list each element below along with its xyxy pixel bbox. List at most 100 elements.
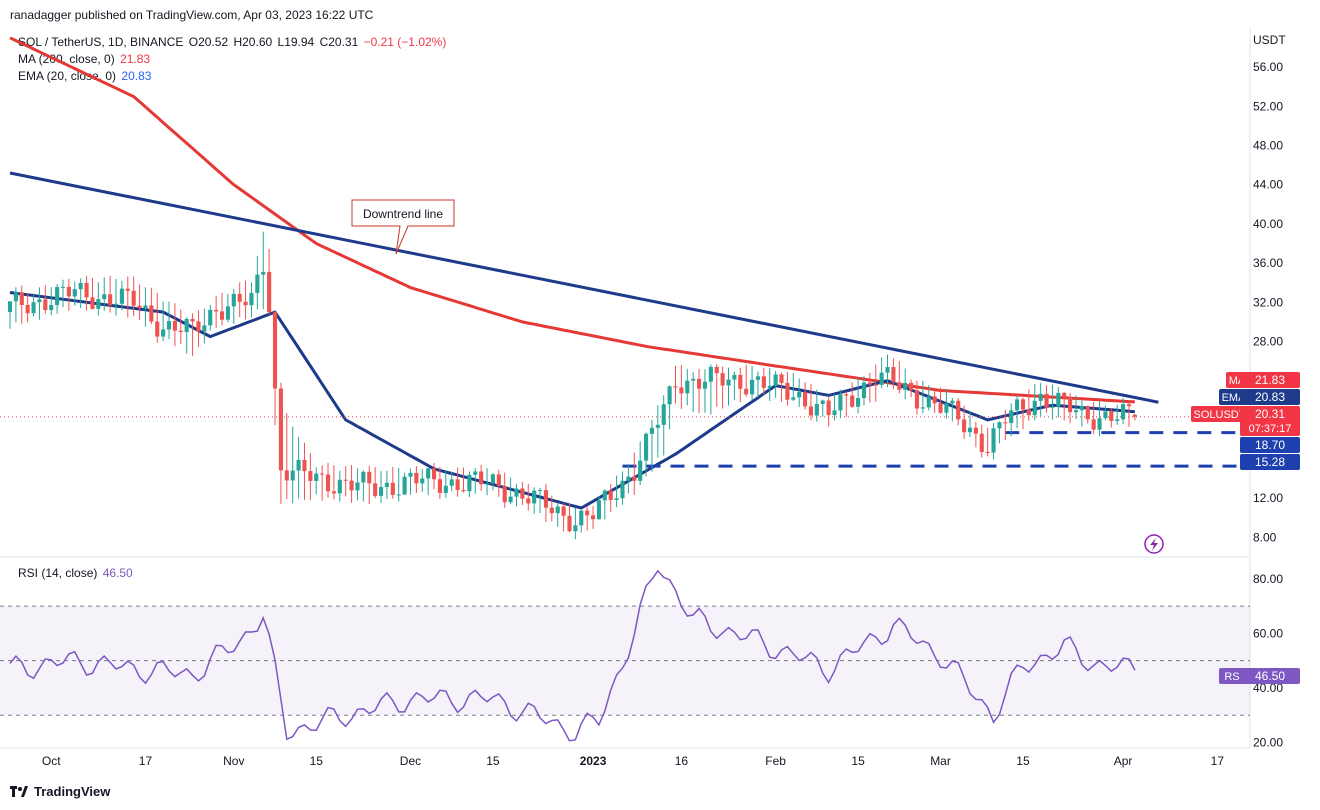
rsi-badge: RSI 46.50 xyxy=(1219,668,1300,684)
candle-body xyxy=(1003,422,1008,424)
candle-body xyxy=(685,380,690,394)
ema-legend[interactable]: EMA (20, close, 0) 20.83 xyxy=(18,69,151,83)
candle-body xyxy=(13,292,18,302)
symbol-name[interactable]: SOL / TetherUS, 1D, BINANCE xyxy=(18,35,184,49)
candle-body xyxy=(278,388,283,471)
candle-body xyxy=(113,303,119,306)
rsi-legend[interactable]: RSI (14, close) 46.50 xyxy=(18,566,133,580)
symbol-legend: SOL / TetherUS, 1D, BINANCE O20.52 H20.6… xyxy=(18,35,446,49)
candle-body xyxy=(608,490,613,500)
open-value: O20.52 xyxy=(188,35,229,49)
rsi-tick-label: 40.00 xyxy=(1253,681,1283,695)
candle-body xyxy=(473,471,478,475)
price-badge-value: 20.31 xyxy=(1255,407,1285,421)
candle-body xyxy=(720,373,725,386)
candle-body xyxy=(184,318,189,333)
price-badge: SOLUSDT 20.31 07:37:17 xyxy=(1191,406,1300,436)
candle-body xyxy=(231,293,236,307)
candle-body xyxy=(143,305,148,309)
candle-body xyxy=(914,390,920,409)
candle-body xyxy=(349,480,354,491)
candle-body xyxy=(585,510,590,516)
ma-badge-value: 21.83 xyxy=(1255,373,1285,387)
candle-body xyxy=(532,490,537,504)
candle-body xyxy=(979,433,984,452)
time-label: 15 xyxy=(851,754,865,768)
candle-body xyxy=(702,381,708,389)
candle-body xyxy=(243,301,248,306)
candle-body xyxy=(779,374,784,383)
candle-body xyxy=(973,427,978,434)
time-label: 15 xyxy=(310,754,324,768)
candle-body xyxy=(850,395,855,407)
candle-body xyxy=(1068,397,1073,413)
candle-body xyxy=(1091,419,1096,430)
price-tick-label: 36.00 xyxy=(1253,256,1283,270)
candle-body xyxy=(938,403,943,413)
candle-body xyxy=(867,382,872,385)
candle-body xyxy=(661,404,666,425)
candle-body xyxy=(891,367,896,383)
candle-body xyxy=(773,374,778,386)
candle-body xyxy=(296,459,301,471)
candle-body xyxy=(567,515,572,532)
candle-body xyxy=(856,398,861,407)
candle-body xyxy=(1115,419,1120,421)
candle-body xyxy=(102,294,107,300)
bolt-icon[interactable] xyxy=(1144,534,1164,554)
tradingview-brand[interactable]: TradingView xyxy=(10,784,110,799)
price-tick-label: 48.00 xyxy=(1253,139,1283,153)
candle-body xyxy=(626,476,631,481)
candle-body xyxy=(378,487,384,496)
candle-body xyxy=(125,288,130,291)
candle-body xyxy=(96,299,101,309)
candle-body xyxy=(1015,399,1020,411)
ema-badge-tag: EMA xyxy=(1222,392,1247,404)
candle-body xyxy=(343,479,348,481)
candle-body xyxy=(78,282,83,290)
support2-badge-value-bg xyxy=(1240,454,1300,470)
candle-body xyxy=(697,378,702,389)
time-label: 17 xyxy=(139,754,153,768)
candle-body xyxy=(803,391,808,407)
price-tick-label: 8.00 xyxy=(1253,530,1277,544)
candle-body xyxy=(920,407,925,409)
rsi-tick-label: 60.00 xyxy=(1253,626,1283,640)
support2-badge-value: 15.28 xyxy=(1255,455,1285,469)
candle-body xyxy=(119,288,124,304)
rsi-legend-value: 46.50 xyxy=(102,566,133,580)
candle-body xyxy=(797,391,802,398)
price-badge-tag: SOLUSDT xyxy=(1194,409,1246,421)
candle-body xyxy=(461,489,466,492)
candle-body xyxy=(962,419,967,433)
price-tick-label: 44.00 xyxy=(1253,178,1283,192)
candle-body xyxy=(31,302,36,314)
rsi-badge-value: 46.50 xyxy=(1255,669,1285,683)
candle-body xyxy=(679,387,684,394)
time-label: Nov xyxy=(223,754,244,768)
candle-body xyxy=(1009,410,1014,424)
candle-body xyxy=(161,329,166,337)
candle-body xyxy=(502,486,507,503)
candle-body xyxy=(1103,411,1108,419)
candle-body xyxy=(479,471,484,485)
candle-body xyxy=(284,470,289,481)
candle-body xyxy=(885,367,890,373)
candle-body xyxy=(814,403,819,416)
candle-body xyxy=(367,471,372,484)
candle-body xyxy=(785,382,790,400)
ma-legend[interactable]: MA (200, close, 0) 21.83 xyxy=(18,52,150,66)
candle-body xyxy=(337,479,342,494)
price-badge-value-bg xyxy=(1240,406,1300,436)
candle-body xyxy=(384,482,389,488)
candle-body xyxy=(355,482,360,491)
candle-body xyxy=(290,470,295,481)
candle-body xyxy=(649,427,655,434)
ema-badge-value-bg xyxy=(1240,389,1300,405)
candle-body xyxy=(1026,409,1031,416)
candle-body xyxy=(443,485,448,493)
price-tick-label: 32.00 xyxy=(1253,295,1283,309)
ma-value: 21.83 xyxy=(120,52,151,66)
candle-body xyxy=(602,490,607,501)
